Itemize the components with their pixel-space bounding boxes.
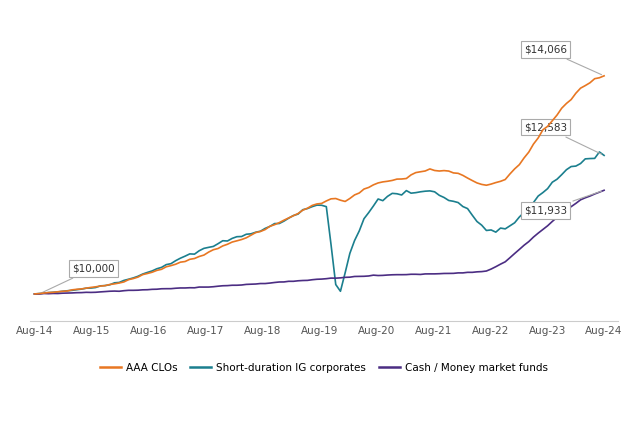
Legend: AAA CLOs, Short-duration IG corporates, Cash / Money market funds: AAA CLOs, Short-duration IG corporates, …	[96, 358, 552, 377]
Text: $12,583: $12,583	[524, 122, 602, 154]
Text: $14,066: $14,066	[524, 45, 602, 75]
Text: $11,933: $11,933	[524, 191, 602, 216]
Text: $10,000: $10,000	[42, 263, 115, 293]
